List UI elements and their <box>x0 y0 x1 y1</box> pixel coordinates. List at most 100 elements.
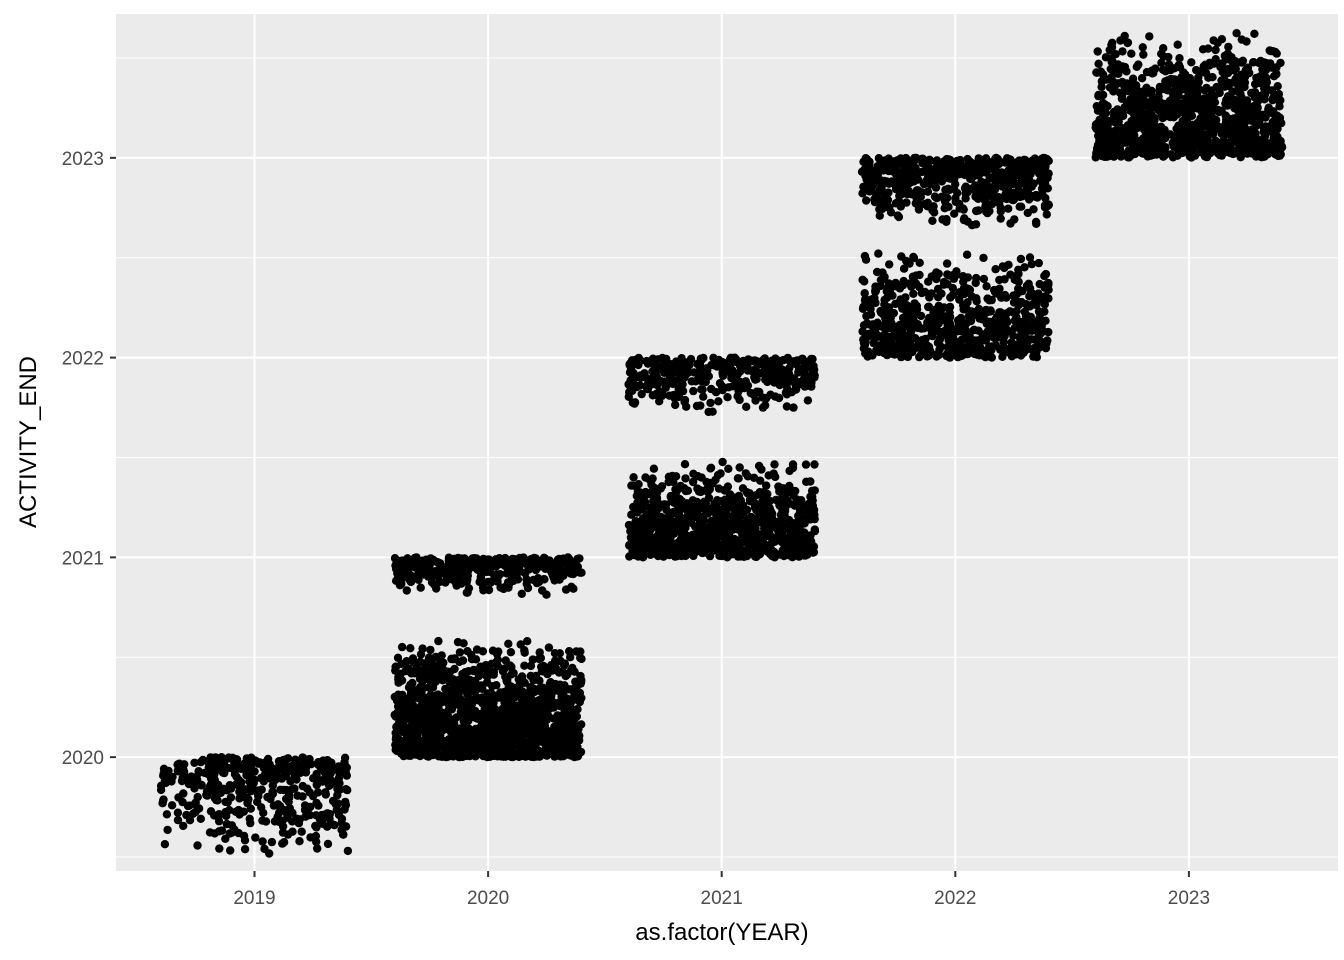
data-point <box>959 215 969 225</box>
data-point <box>647 480 656 489</box>
data-point <box>448 715 457 725</box>
data-point <box>523 710 532 720</box>
data-point <box>449 729 458 739</box>
data-point <box>431 726 440 735</box>
data-point <box>515 680 524 690</box>
data-point <box>1036 176 1045 185</box>
data-point <box>300 801 310 810</box>
data-point <box>912 343 921 352</box>
data-point <box>932 194 941 203</box>
data-point <box>480 578 489 587</box>
data-point <box>340 758 349 767</box>
data-point <box>962 319 971 328</box>
data-point <box>555 554 564 564</box>
data-point <box>706 464 715 473</box>
data-point <box>700 374 709 383</box>
data-point <box>676 481 685 491</box>
data-point <box>783 538 792 547</box>
data-point <box>1033 344 1042 353</box>
data-point <box>671 400 680 410</box>
data-point <box>778 525 788 534</box>
data-point <box>655 514 665 523</box>
data-point <box>860 251 870 261</box>
data-point <box>746 513 756 522</box>
data-point <box>312 837 321 847</box>
data-point <box>1043 169 1052 179</box>
data-point <box>162 810 172 819</box>
data-point <box>934 269 943 278</box>
data-point <box>193 775 202 785</box>
data-point <box>704 407 713 417</box>
data-point <box>974 304 984 314</box>
data-point <box>774 482 783 491</box>
data-point <box>924 351 933 360</box>
data-point <box>943 280 952 289</box>
data-point <box>674 392 683 402</box>
data-point <box>859 338 869 347</box>
data-point <box>173 815 183 825</box>
data-point <box>240 836 250 845</box>
data-point <box>227 828 237 837</box>
data-point <box>525 717 534 727</box>
data-point <box>915 270 924 280</box>
data-point <box>392 691 402 701</box>
data-point <box>645 503 655 512</box>
data-point <box>761 375 770 384</box>
data-point <box>1015 287 1025 296</box>
data-point <box>406 701 415 710</box>
data-point <box>688 512 698 521</box>
data-point <box>312 823 321 832</box>
data-point <box>784 484 793 493</box>
data-point <box>738 547 747 556</box>
data-point <box>1003 317 1012 327</box>
data-point <box>270 817 280 826</box>
data-point <box>983 294 992 303</box>
data-point <box>1173 40 1182 49</box>
data-point <box>887 318 896 328</box>
data-point <box>742 402 751 411</box>
data-point <box>760 524 769 533</box>
data-point <box>577 568 586 577</box>
data-point <box>335 768 344 778</box>
data-point <box>473 734 482 743</box>
data-point <box>661 540 670 549</box>
data-point <box>972 294 981 303</box>
data-point <box>267 837 277 847</box>
data-point <box>577 720 586 729</box>
data-point <box>278 839 287 848</box>
data-point <box>942 259 952 268</box>
data-point <box>934 350 944 360</box>
data-point <box>932 162 942 172</box>
data-point <box>278 828 288 837</box>
data-point <box>528 655 537 664</box>
data-point <box>269 801 279 810</box>
data-point <box>640 369 649 378</box>
data-point <box>694 532 703 541</box>
data-point <box>924 302 933 312</box>
data-points <box>156 29 1287 858</box>
data-point <box>735 367 745 376</box>
data-point <box>259 808 268 817</box>
data-point <box>802 362 811 371</box>
data-point <box>413 719 422 729</box>
data-point <box>996 214 1005 223</box>
data-point <box>509 668 518 678</box>
data-point <box>538 586 547 595</box>
data-point <box>173 808 183 817</box>
data-point <box>809 548 819 557</box>
data-point <box>299 760 308 769</box>
data-point <box>787 525 796 534</box>
data-point <box>399 719 408 728</box>
data-point <box>217 753 226 762</box>
data-point <box>978 192 987 201</box>
data-point <box>393 734 403 743</box>
data-point <box>898 167 907 176</box>
data-point <box>565 713 575 722</box>
data-point <box>627 510 636 519</box>
data-point <box>793 356 802 365</box>
data-point <box>245 772 255 781</box>
data-point <box>429 556 438 565</box>
data-point <box>877 198 886 207</box>
data-point <box>1028 289 1038 299</box>
